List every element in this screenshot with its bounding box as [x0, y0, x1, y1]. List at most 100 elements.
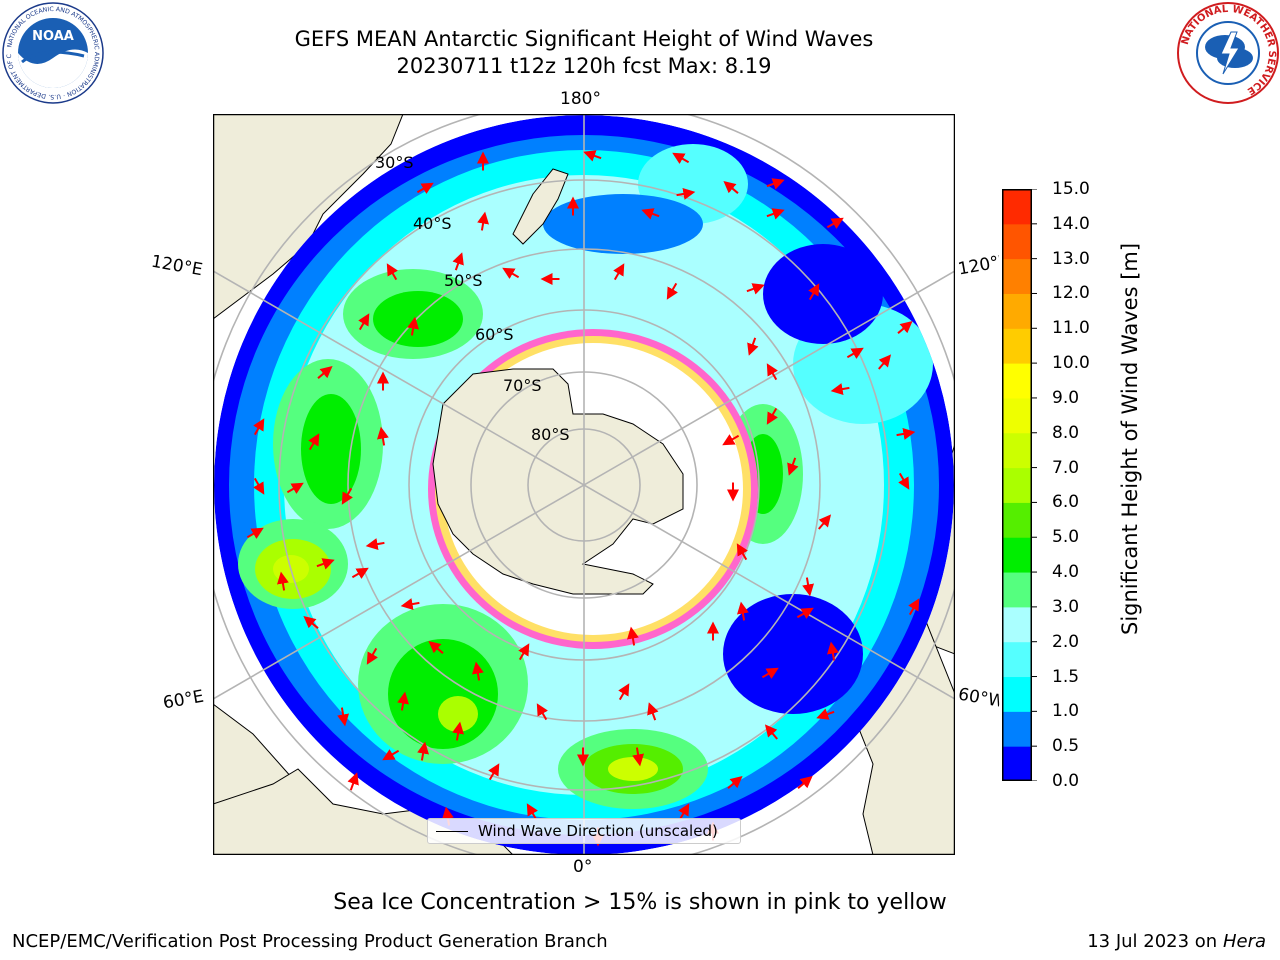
wave-direction-arrow	[766, 178, 785, 190]
wave-direction-arrow	[317, 365, 333, 379]
wave-direction-arrow	[816, 708, 835, 720]
wave-direction-arrow	[797, 775, 813, 789]
colorbar-tick-label: 11.0	[1052, 318, 1090, 339]
colorbar-tick-label: 15.0	[1052, 179, 1090, 199]
wave-direction-arrow	[827, 641, 839, 661]
colorbar-tick-label: 5.0	[1052, 527, 1080, 548]
colorbar-tick-label: 4.0	[1052, 562, 1080, 583]
wave-direction-arrow	[308, 433, 320, 451]
wave-direction-arrow	[246, 527, 264, 540]
wave-direction-arrow	[808, 283, 820, 301]
wave-direction-arrow	[672, 152, 690, 165]
colorbar-band	[1002, 467, 1032, 503]
colorbar-tick-label: 7.0	[1052, 457, 1080, 478]
colorbar-band	[1002, 363, 1032, 399]
colorbar-tick-label: 12.0	[1052, 283, 1090, 304]
wave-direction-arrow	[416, 182, 434, 195]
wave-direction-arrow	[727, 775, 743, 789]
wave-direction-arrow	[641, 208, 660, 220]
wave-direction-arrow	[286, 482, 304, 495]
wave-direction-arrow	[518, 643, 530, 661]
wave-direction-arrow	[796, 607, 814, 620]
wave-direction-arrow	[764, 724, 778, 740]
wave-direction-arrow	[377, 426, 389, 446]
wave-direction-arrow	[723, 180, 739, 194]
map-legend: Wind Wave Direction (unscaled)	[427, 818, 741, 844]
noaa-text: NOAA	[32, 29, 74, 44]
wave-direction-arrow	[627, 626, 639, 646]
wave-direction-arrow	[428, 640, 444, 654]
colorbar-band	[1002, 502, 1032, 538]
noaa-logo: NATIONAL OCEANIC AND ATMOSPHERIC ADMINIS…	[0, 0, 104, 104]
wave-direction-arrow	[583, 150, 602, 162]
wave-direction-arrow	[386, 263, 399, 281]
wave-direction-arrow	[678, 803, 690, 821]
wave-direction-arrow	[316, 558, 335, 570]
colorbar-tick-label: 1.5	[1052, 666, 1080, 687]
polar-map: 30°S 40°S 50°S 60°S 70°S 80°S	[213, 114, 955, 855]
lat-label-40s: 40°S	[413, 214, 452, 233]
lat-label-60s: 60°S	[475, 325, 514, 344]
wave-direction-arrow	[826, 217, 844, 230]
wave-direction-arrow	[397, 691, 409, 711]
colorbar-band	[1002, 572, 1032, 608]
lat-label-80s: 80°S	[531, 425, 570, 444]
wave-direction-arrow	[366, 647, 379, 665]
wave-direction-arrow	[766, 363, 779, 381]
wave-direction-arrow	[337, 707, 349, 727]
chart-title: GEFS MEAN Antarctic Significant Height o…	[294, 27, 874, 51]
wave-direction-arrow	[613, 263, 625, 281]
wave-direction-arrow	[746, 283, 765, 295]
wave-direction-arrow	[830, 383, 850, 395]
legend-line	[436, 831, 468, 832]
colorbar-band	[1002, 258, 1032, 294]
legend-label: Wind Wave Direction (unscaled)	[478, 822, 718, 840]
wave-direction-arrow	[747, 337, 759, 356]
wave-direction-arrow	[382, 749, 400, 761]
wave-direction-arrow	[802, 577, 814, 597]
colorbar-band	[1002, 189, 1032, 225]
lat-label-30s: 30°S	[375, 153, 414, 172]
colorbar-band	[1002, 746, 1032, 782]
colorbar-band	[1002, 537, 1032, 573]
wave-direction-arrow	[417, 741, 429, 761]
colorbar-band	[1002, 293, 1032, 329]
wave-direction-arrow	[536, 703, 549, 721]
chart-subtitle: 20230711 t12z 120h fcst Max: 8.19	[396, 54, 772, 78]
wave-direction-arrow	[818, 514, 832, 530]
wave-direction-arrow	[761, 667, 779, 680]
wave-direction-arrow	[277, 571, 289, 591]
colorbar-band	[1002, 676, 1032, 712]
wave-direction-arrow	[400, 598, 420, 610]
wave-direction-arrow	[908, 598, 920, 616]
footer-host: Hera	[1222, 931, 1266, 952]
colorbar-tick-label: 13.0	[1052, 248, 1090, 269]
colorbar-band	[1002, 397, 1032, 434]
meridian-lines	[213, 114, 955, 855]
colorbar-tick-label: 1.0	[1052, 701, 1080, 722]
wave-direction-arrow	[358, 313, 370, 331]
colorbar-tick-label: 14.0	[1052, 213, 1090, 234]
wind-wave-arrows	[246, 150, 920, 847]
wave-direction-arrow	[647, 702, 659, 721]
colorbar-band	[1002, 328, 1032, 364]
wave-direction-arrow	[341, 487, 354, 505]
colorbar-band	[1002, 641, 1032, 678]
wave-direction-arrow	[502, 267, 520, 280]
lat-label-70s: 70°S	[503, 376, 542, 395]
colorbar-band	[1002, 432, 1032, 469]
wave-direction-arrow	[488, 763, 500, 781]
colorbar-tick-label: 0.5	[1052, 736, 1080, 757]
wave-direction-arrow	[787, 457, 799, 476]
footer-date-text: 13 Jul 2023 on	[1087, 931, 1218, 952]
wave-direction-arrow	[253, 418, 265, 436]
wave-direction-arrow	[878, 354, 892, 370]
antarctica-land	[432, 368, 684, 595]
lat-label-50s: 50°S	[444, 271, 483, 290]
lon-label-180: 180°	[560, 89, 601, 109]
wave-direction-arrow	[676, 188, 696, 200]
colorbar-band	[1002, 711, 1032, 747]
new-zealand-land	[512, 168, 569, 245]
wave-direction-arrow	[253, 477, 265, 495]
colorbar-band	[1002, 223, 1032, 260]
